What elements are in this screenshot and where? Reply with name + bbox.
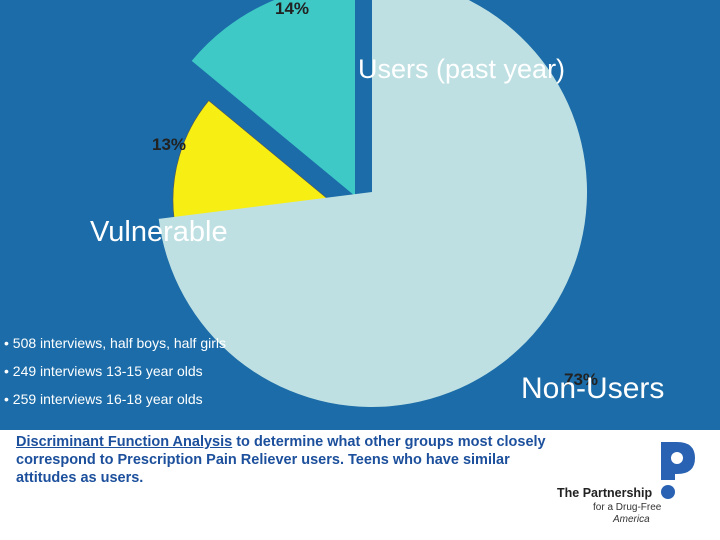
bullet-list: • 508 interviews, half boys, half girls …: [4, 334, 226, 418]
pie-slice-users-past-year: [191, 0, 355, 196]
legend-label-non-users: Non-Users: [521, 372, 665, 405]
slice-percent-label: 73%: [564, 370, 598, 389]
bullet-item: • 259 interviews 16-18 year olds: [4, 391, 203, 407]
partnership-logo-icon: [661, 442, 695, 499]
logo-text-line3: America: [613, 514, 650, 525]
bullet-item: • 249 interviews 13-15 year olds: [4, 363, 203, 379]
pie-chart: 14% 13% 73%: [152, 0, 598, 407]
slice-percent-label: 13%: [152, 135, 186, 154]
legend-label-vulnerable: Vulnerable: [90, 216, 228, 248]
slice-percent-label: 14%: [275, 0, 309, 18]
analysis-link[interactable]: Discriminant Function Analysis: [16, 434, 233, 450]
legend-label-users: Users (past year): [358, 54, 566, 84]
pie-slice-non-users: [158, 0, 587, 407]
partnership-logo: The Partnership for a Drug-Free America: [555, 438, 715, 528]
chart-area: 14% 13% 73% Users (past year) Vulnerable N…: [0, 0, 720, 430]
footer-body: to determine what other groups most clos…: [16, 434, 546, 486]
logo-text-line1: The Partnership: [557, 486, 653, 500]
footer-text: Discriminant Function Analysis to determ…: [16, 433, 551, 487]
bullet-item: • 508 interviews, half boys, half girls: [4, 335, 227, 351]
logo-text-line2: for a Drug-Free: [593, 502, 662, 513]
pie-slice-vulnerable: [172, 100, 330, 220]
